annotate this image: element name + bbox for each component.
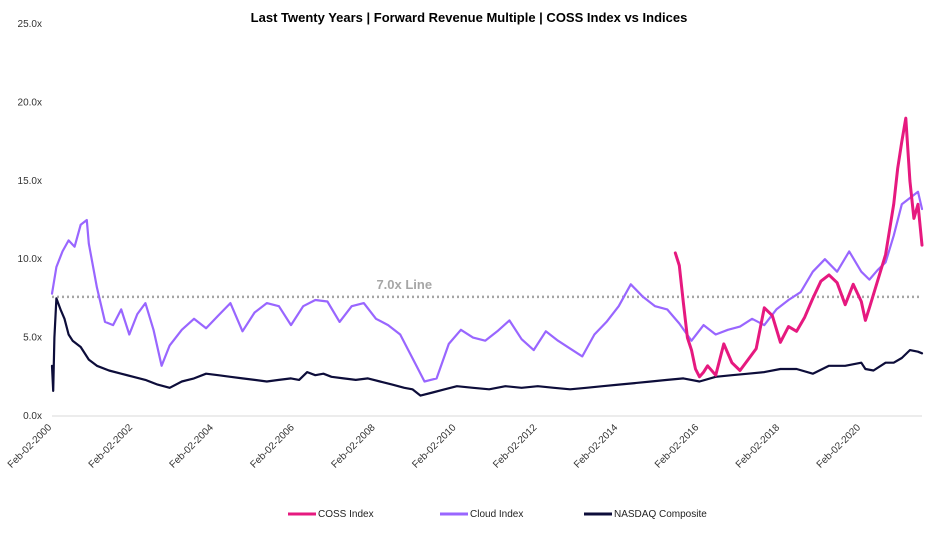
- y-tick-label: 25.0x: [18, 19, 42, 30]
- reference-line-group: 7.0x Line: [52, 277, 922, 299]
- legend-label-nasdaq-composite: NASDAQ Composite: [614, 509, 707, 520]
- legend: COSS Index Cloud Index NASDAQ Composite: [288, 509, 707, 520]
- legend-label-coss-index: COSS Index: [318, 509, 374, 520]
- y-tick-label: 10.0x: [18, 254, 42, 265]
- series-lines: [50, 116, 924, 397]
- y-tick-label: 15.0x: [18, 176, 42, 187]
- y-tick-label: 20.0x: [18, 97, 42, 108]
- chart-title: Last Twenty Years | Forward Revenue Mult…: [251, 10, 688, 25]
- series-line-nasdaq-composite: [50, 297, 924, 397]
- y-tick-label: 5.0x: [23, 333, 42, 344]
- y-tick-label: 0.0x: [23, 411, 42, 422]
- y-axis-ticks: 0.0x 5.0x 10.0x 15.0x 20.0x 25.0x: [18, 19, 42, 422]
- legend-label-cloud-index: Cloud Index: [470, 509, 523, 520]
- series-line-coss-index: [673, 116, 924, 379]
- reference-line-label: 7.0x Line: [376, 277, 432, 292]
- series-line-cloud-index: [50, 190, 924, 383]
